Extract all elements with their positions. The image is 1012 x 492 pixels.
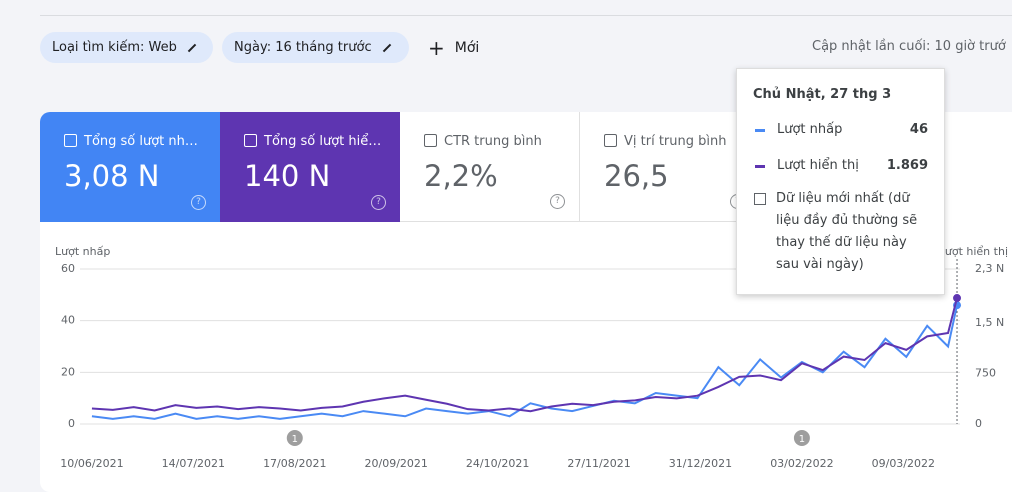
annotation-marker xyxy=(793,430,810,446)
x-tick-label: 14/07/2021 xyxy=(162,457,225,470)
y-tick-label: 40 xyxy=(61,314,75,327)
metric-label: Vị trí trung bình xyxy=(624,134,727,149)
metric-value: 3,08 N xyxy=(64,159,160,193)
metric-label: CTR trung bình xyxy=(444,134,542,149)
tooltip-note: Dữ liệu mới nhất (dữ liệu đầy đủ thường … xyxy=(776,191,918,272)
tooltip-title: Chủ Nhật, 27 thg 3 xyxy=(753,87,892,102)
divider xyxy=(40,15,1012,16)
y-tick-label: 60 xyxy=(61,262,75,275)
y2-tick-label: 2,3 N xyxy=(975,262,1004,275)
y-tick-label: 0 xyxy=(68,417,75,430)
metric-value: 2,2% xyxy=(424,159,498,193)
tooltip-row: Lượt hiển thị 1.869 xyxy=(753,158,928,194)
y2-axis-label: Lượt hiển thị xyxy=(939,245,1008,258)
metric-card[interactable]: Tổng số lượt nh… 3,08 N? xyxy=(40,112,220,222)
new-button[interactable]: + Mới xyxy=(428,36,480,60)
x-tick-label: 10/06/2021 xyxy=(60,457,123,470)
annotation-marker xyxy=(286,430,303,446)
metric-value: 140 N xyxy=(244,159,331,193)
button-label: Mới xyxy=(454,40,480,56)
y2-tick-label: 0 xyxy=(975,417,982,430)
hover-point xyxy=(953,294,962,303)
y2-tick-label: 1,5 N xyxy=(975,316,1004,329)
tooltip-value: 1.869 xyxy=(886,158,928,173)
last-update: Cập nhật lần cuối: 10 giờ trướ xyxy=(812,39,1006,54)
tooltip-value: 46 xyxy=(909,122,928,137)
metric-value: 26,5 xyxy=(604,159,669,193)
x-tick-label: 03/02/2022 xyxy=(770,457,833,470)
performance-panel: Tổng số lượt nh… 3,08 N? Tổng số lượt hiể… xyxy=(40,112,1012,492)
chip-label: Loại tìm kiếm: Web xyxy=(52,40,177,55)
tooltip-series: Lượt hiển thị xyxy=(777,158,859,173)
x-tick-label: 09/03/2022 xyxy=(872,457,935,470)
toolbar: Loại tìm kiếm: Web Ngày: 16 tháng trước … xyxy=(0,0,1012,100)
series-line xyxy=(91,304,958,420)
x-tick-label: 31/12/2021 xyxy=(669,457,732,470)
x-tick-label: 24/10/2021 xyxy=(466,457,529,470)
series-line xyxy=(91,297,958,413)
y2-tick-label: 750 xyxy=(975,366,996,379)
metric-label: Tổng số lượt hiể… xyxy=(264,134,382,149)
tooltip-series: Lượt nhấp xyxy=(777,122,843,137)
y-axis-label: Lượt nhấp xyxy=(55,245,110,258)
tooltip-row: Lượt nhấp 46 xyxy=(753,122,928,158)
annotation-label: 1 xyxy=(292,434,298,445)
x-tick-label: 20/09/2021 xyxy=(365,457,428,470)
annotation-label: 1 xyxy=(799,434,805,445)
y-tick-label: 20 xyxy=(61,365,75,378)
metric-label: Tổng số lượt nh… xyxy=(84,134,198,149)
metric-card[interactable]: Tổng số lượt hiể… 140 N? xyxy=(220,112,400,222)
metric-card[interactable]: CTR trung bình 2,2%? xyxy=(400,112,580,222)
filter-chip[interactable]: Ngày: 16 tháng trước xyxy=(222,32,409,63)
x-tick-label: 27/11/2021 xyxy=(567,457,630,470)
filter-chip[interactable]: Loại tìm kiếm: Web xyxy=(40,32,213,63)
x-tick-label: 17/08/2021 xyxy=(263,457,326,470)
tooltip: Chủ Nhật, 27 thg 3 Lượt nhấp 46 Lượt hiển… xyxy=(736,68,945,295)
chip-label: Ngày: 16 tháng trước xyxy=(234,40,372,55)
